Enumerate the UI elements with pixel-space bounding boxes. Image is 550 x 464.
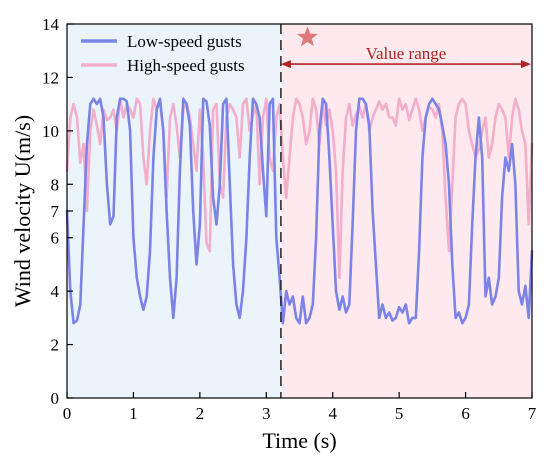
x-axis-title: Time (s)	[262, 428, 336, 453]
x-tick-label: 6	[461, 404, 470, 423]
legend-label-low-speed: Low-speed gusts	[127, 32, 242, 51]
x-tick-label: 7	[528, 404, 537, 423]
y-tick-label: 0	[51, 389, 60, 408]
series-line-high-speed	[65, 97, 534, 280]
value-range-arrow-head-right	[521, 60, 531, 69]
x-tick-label: 3	[262, 404, 271, 423]
x-tick-label: 0	[63, 404, 72, 423]
region-left	[67, 24, 281, 398]
x-tick-label: 2	[196, 404, 205, 423]
legend-label-high-speed: High-speed gusts	[127, 56, 245, 75]
series-layer	[65, 97, 534, 325]
value-range-label: Value range	[366, 44, 447, 63]
x-tick-label: 5	[395, 404, 404, 423]
value-range-arrow-head-left	[280, 60, 291, 69]
y-tick-label: 4	[51, 282, 60, 301]
x-tick-label: 1	[129, 404, 138, 423]
series-line-low-speed	[65, 97, 534, 325]
y-axis-title: Wind velocity U(m/s)	[10, 115, 35, 307]
y-tick-label: 7	[51, 202, 60, 221]
x-tick-label: 4	[328, 404, 337, 423]
star-icon	[297, 26, 318, 47]
y-tick-label: 12	[42, 68, 59, 87]
region-right	[280, 24, 532, 398]
y-tick-label: 2	[51, 336, 60, 355]
y-tick-label: 10	[42, 122, 59, 141]
value-range-label-bg	[351, 44, 460, 64]
value-range-annotation: Value range	[280, 26, 531, 69]
y-tick-label: 14	[42, 15, 60, 34]
legend: Low-speed gusts High-speed gusts	[81, 32, 245, 75]
y-tick-label: 8	[51, 175, 60, 194]
y-tick-label: 6	[51, 229, 60, 248]
background-regions	[67, 24, 532, 398]
